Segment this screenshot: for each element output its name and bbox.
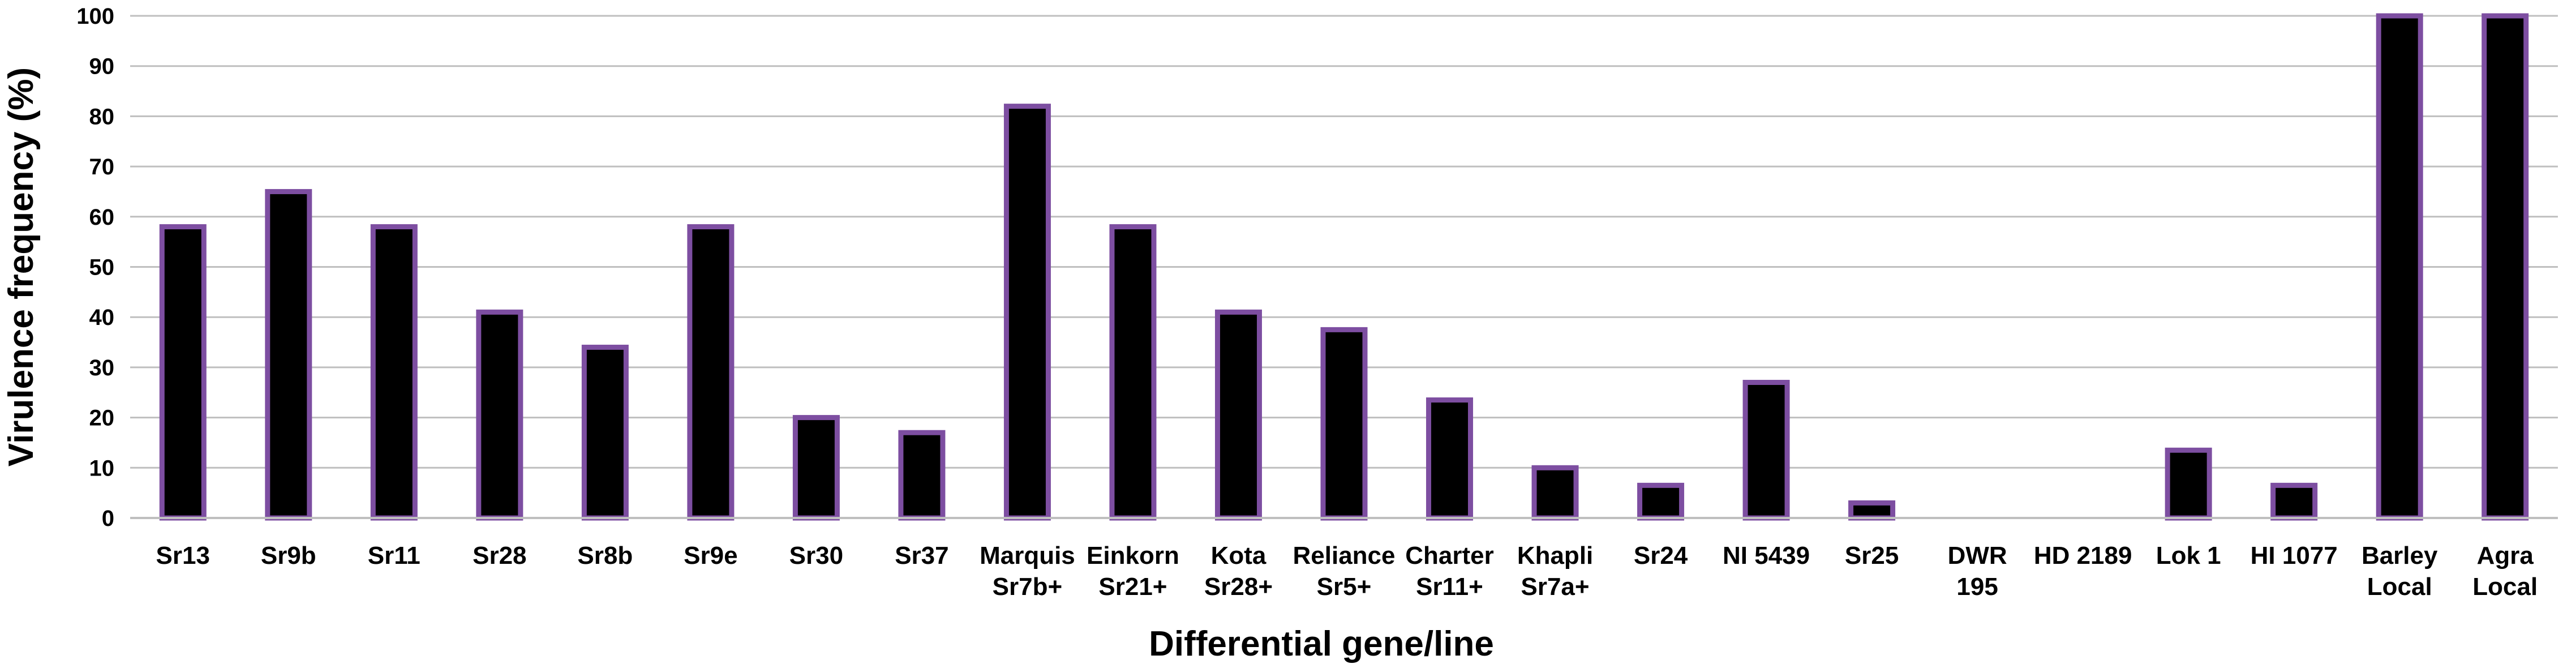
- bar: [1531, 465, 1579, 521]
- y-tick-label: 20: [89, 406, 115, 431]
- gridlines: [130, 15, 2558, 469]
- y-tick-label: 70: [89, 155, 115, 179]
- y-tick-label: 10: [89, 456, 115, 481]
- bar: [792, 415, 840, 521]
- y-tick-label: 30: [89, 356, 115, 380]
- y-axis-ticks: 0 10 20 30 40 50 60 70 80 90 100: [76, 4, 114, 531]
- bar: [476, 309, 523, 521]
- bar: [2165, 447, 2212, 521]
- x-tick-label: Kota Sr28+: [1204, 542, 1273, 601]
- x-tick-label: Sr9b: [261, 542, 316, 569]
- y-tick-label: 60: [89, 205, 115, 230]
- x-tick-label: Sr24: [1634, 542, 1688, 569]
- bar: [1109, 224, 1157, 521]
- bar: [1637, 482, 1685, 521]
- bar: [1742, 380, 1790, 521]
- bar: [2376, 13, 2423, 521]
- x-tick-label: HI 1077: [2251, 542, 2338, 569]
- bar: [1003, 104, 1051, 521]
- bar: [1214, 309, 1262, 521]
- x-tick-label: Lok 1: [2156, 542, 2221, 569]
- bar: [265, 189, 312, 521]
- x-tick-label: Charter Sr11+: [1405, 542, 1494, 601]
- y-tick-label: 90: [89, 54, 115, 79]
- x-tick-label: Sr37: [895, 542, 948, 569]
- x-tick-label: DWR 195: [1948, 542, 2007, 601]
- y-tick-label: 0: [102, 506, 114, 531]
- x-tick-label: Sr30: [789, 542, 843, 569]
- x-tick-label: Sr28: [473, 542, 526, 569]
- bar: [687, 224, 735, 521]
- bar: [370, 224, 418, 521]
- x-tick-label: Marquis Sr7b+: [980, 542, 1075, 601]
- x-tick-label: Sr8b: [577, 542, 633, 569]
- y-tick-label: 80: [89, 104, 115, 129]
- x-tick-label: NI 5439: [1723, 542, 1810, 569]
- x-tick-label: Agra Local: [2472, 542, 2538, 601]
- bar: [898, 430, 946, 521]
- x-axis-category-labels: Sr13 Sr9b Sr11 Sr28 Sr8b Sr9e Sr30 Sr37 Marquis S…: [156, 542, 2538, 601]
- y-tick-label: 100: [76, 4, 114, 29]
- x-tick-label: Sr13: [156, 542, 210, 569]
- x-tick-label: Barley Local: [2362, 542, 2438, 601]
- bar: [1320, 327, 1368, 521]
- x-tick-label: Sr11: [368, 542, 420, 569]
- bar: [1426, 397, 1474, 521]
- bar: [2270, 482, 2318, 521]
- y-axis-title: Virulence frequency (%): [2, 67, 41, 466]
- bar: [159, 224, 207, 521]
- x-tick-label: Khapli Sr7a+: [1517, 542, 1593, 601]
- x-tick-label: Sr25: [1845, 542, 1899, 569]
- x-tick-label: Sr9e: [684, 542, 737, 569]
- y-tick-label: 50: [89, 255, 115, 280]
- x-tick-label: HD 2189: [2034, 542, 2132, 569]
- x-tick-label: Reliance Sr5+: [1293, 542, 1396, 601]
- bar: [581, 344, 629, 521]
- bar: [1848, 500, 1896, 521]
- x-axis-title: Differential gene/line: [1149, 624, 1494, 663]
- bar: [2481, 13, 2529, 521]
- y-tick-label: 40: [89, 305, 115, 330]
- x-tick-label: Einkorn Sr21+: [1087, 542, 1179, 601]
